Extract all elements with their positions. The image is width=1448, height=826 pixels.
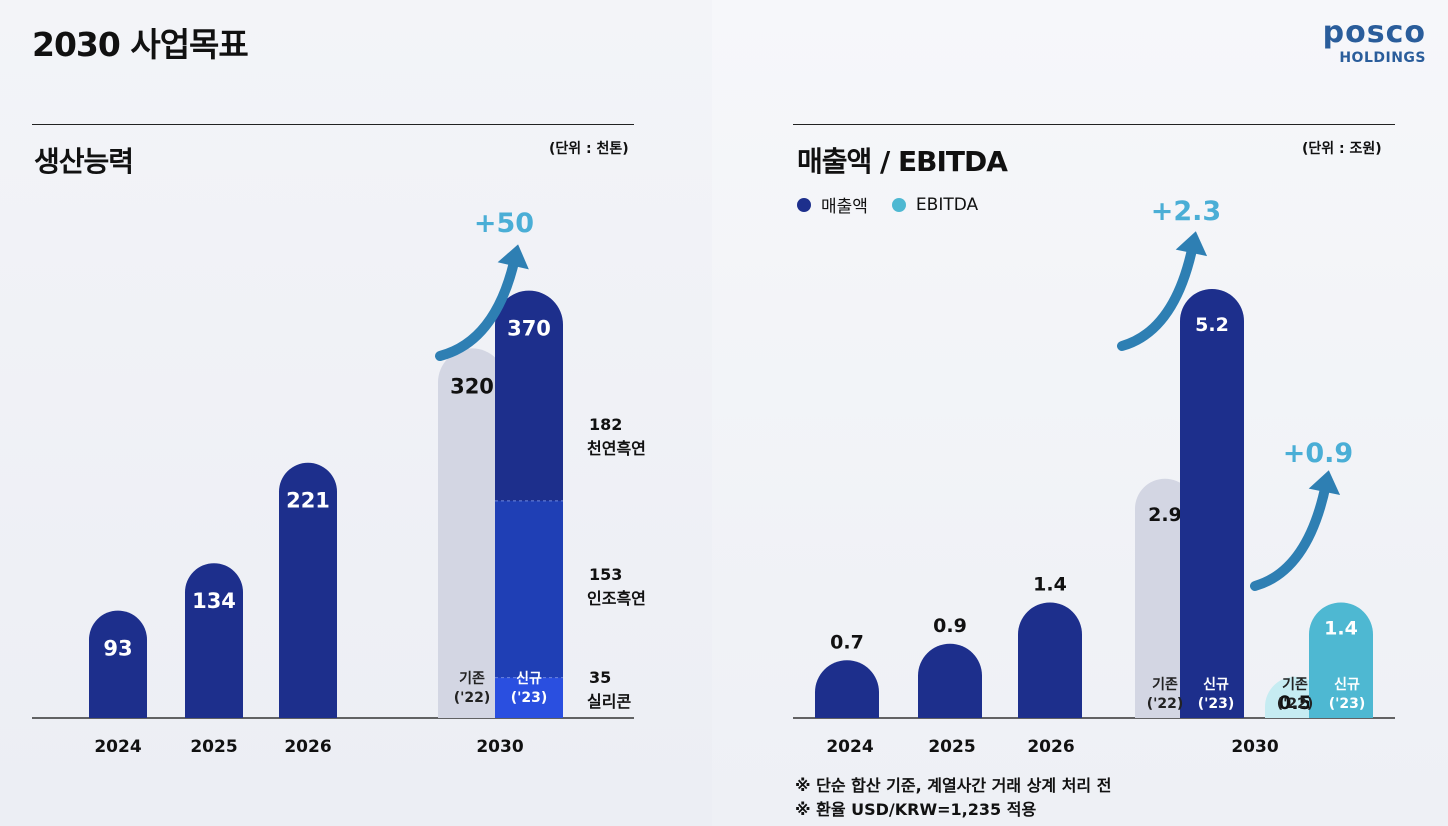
segment-name-1: 인조흑연 [587,589,646,608]
revenue-bar-4 [1180,289,1244,718]
logo-sub-text: HOLDINGS [1339,50,1426,66]
posco-logo: posco HOLDINGS [1322,15,1426,67]
segment-name-0: 천연흑연 [587,439,646,458]
value-label-0: 93 [103,637,132,661]
revenue-increase-arrow-shaft [1117,240,1198,351]
logo-main-text: posco [1322,15,1426,50]
legend-dot-revenue [797,197,811,212]
left-increase-label: +50 [474,208,534,239]
right-x-label-2026: 2026 [1027,737,1074,757]
footnote-1: ※ 단순 합산 기준, 계열사간 거래 상계 처리 전 [795,776,1112,795]
bar-2025 [185,563,243,718]
ebitda-bar-4 [1309,602,1373,718]
legend-label-ebitda: EBITDA [915,194,979,215]
legend-label-revenue: 매출액 [821,197,868,217]
right-sub-ebitda-new-line-2: ('23) [1329,696,1366,712]
left-sub-existing-line-2: ('22) [454,690,491,706]
legend-item-ebitda: EBITDA [891,192,979,217]
right-sub-ebitda-existing-line-2: ('22) [1277,696,1314,712]
right-sub-ebitda-new-line-1: 신규 [1334,677,1360,693]
left-sub-new-line-1: 신규 [516,671,542,687]
bar-2030-existing [438,348,506,718]
right-unit-label: (단위 : 조원) [1302,141,1382,157]
revenue-label-1: 0.9 [933,615,967,637]
ebitda-label-3: 0.5 [1278,692,1312,714]
footnote-2: ※ 환율 USD/KRW=1,235 적용 [795,800,1037,819]
revenue-bar-1 [918,643,982,718]
segment-value-2: 35 [589,668,611,687]
left-section-divider [32,124,634,125]
value-label-1: 134 [192,589,236,613]
value-label-2: 221 [286,489,330,513]
revenue-label-0: 0.7 [830,631,864,653]
left-unit-label: (단위 : 천톤) [549,141,629,157]
revenue-label-2: 1.4 [1033,574,1067,596]
chart-legend: 매출액 EBITDA [797,192,978,217]
right-x-label-2030: 2030 [1231,737,1278,757]
value-label-3: 320 [450,374,494,398]
ebitda-increase-arrow-shaft [1250,479,1331,591]
left-x-label-2025: 2025 [190,737,237,757]
left-x-label-2024: 2024 [94,737,141,757]
right-sub-rev-existing-line-1: 기존 [1152,677,1178,693]
segment-value-1: 153 [589,565,622,584]
revenue-increase-label: +2.3 [1151,196,1221,227]
left-increase-arrow-shaft [435,253,520,361]
left-x-label-2030: 2030 [476,737,523,757]
right-section-divider [793,124,1395,125]
legend-dot-ebitda [891,197,906,212]
bar-2026 [279,462,337,718]
revenue-label-3: 2.9 [1148,504,1182,526]
revenue-increase-arrow-head [1175,231,1208,257]
bar-2024 [89,610,147,718]
bar-2030-new-artificial-graphite [495,500,563,678]
segment-name-2: 실리콘 [587,692,631,711]
right-sub-rev-new-line-2: ('23) [1198,696,1235,712]
revenue-label-4: 5.2 [1195,314,1229,336]
bar-2030-new-silicon [495,677,563,718]
revenue-bar-2 [1018,602,1082,718]
right-x-label-2024: 2024 [826,737,873,757]
right-sub-ebitda-existing-line-1: 기존 [1282,677,1308,693]
revenue-bar-0 [815,660,879,718]
right-x-label-2025: 2025 [928,737,975,757]
ebitda-increase-arrow-head [1308,470,1341,496]
right-sub-rev-existing-line-2: ('22) [1147,696,1184,712]
segment-value-0: 182 [589,415,622,434]
left-sub-new-line-2: ('23) [511,690,548,706]
left-increase-arrow-head [497,244,529,270]
left-sub-existing-line-1: 기존 [459,671,485,687]
page-title: 2030 사업목표 [32,25,249,64]
ebitda-label-4: 1.4 [1324,618,1358,640]
right-section-title: 매출액 / EBITDA [797,145,1008,178]
ebitda-increase-label: +0.9 [1283,438,1353,469]
value-label-4: 370 [507,317,551,341]
right-sub-rev-new-line-1: 신규 [1203,677,1229,693]
left-x-label-2026: 2026 [284,737,331,757]
left-section-title: 생산능력 [34,145,134,178]
legend-item-revenue: 매출액 [797,192,868,217]
